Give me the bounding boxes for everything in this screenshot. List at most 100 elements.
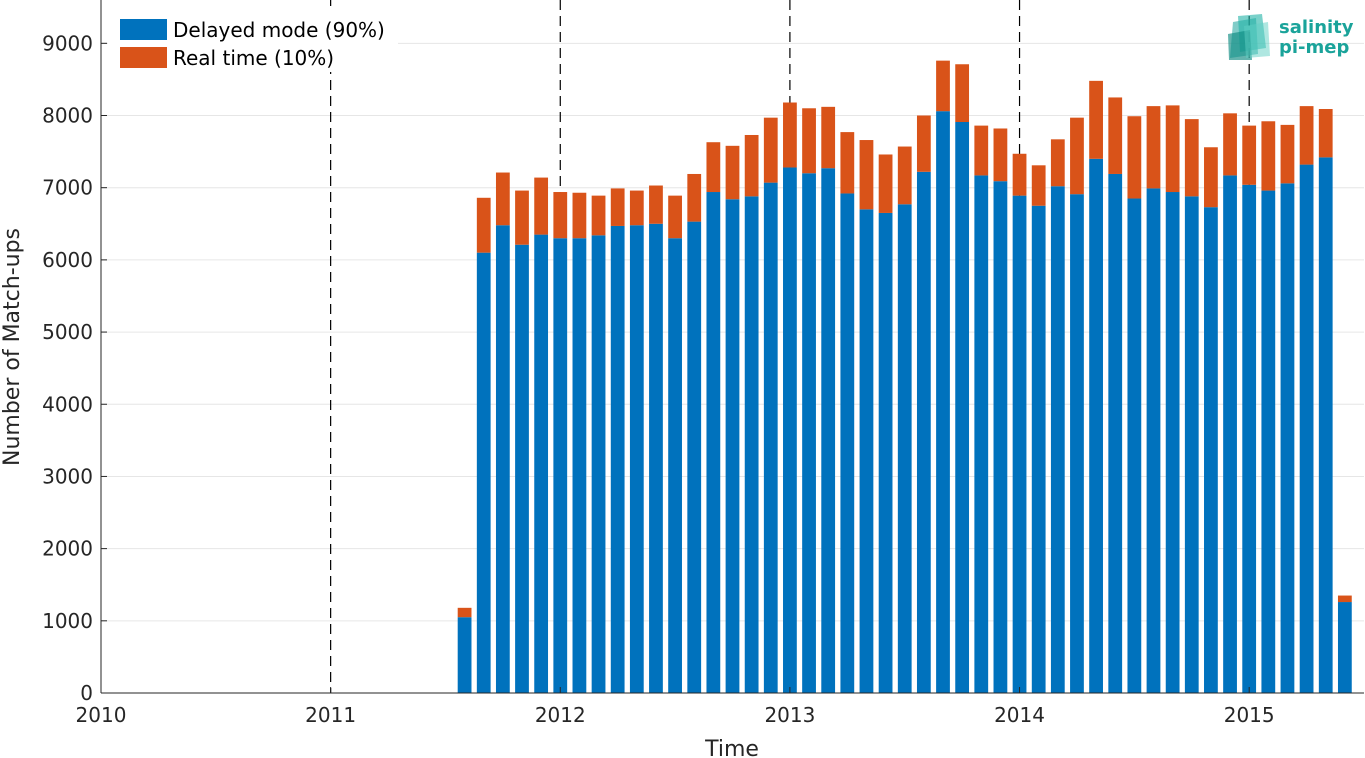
salinity-pi-mep-logo: salinity pi-mep: [1228, 14, 1354, 60]
bar-real-time: [897, 146, 912, 205]
bar-real-time: [534, 177, 549, 235]
bar-delayed-mode: [649, 223, 663, 693]
bar-real-time: [1242, 125, 1257, 185]
bar-real-time: [668, 195, 682, 239]
bar-real-time: [1204, 147, 1218, 208]
y-tick-label: 9000: [42, 31, 93, 55]
x-tick-label: 2012: [535, 703, 586, 727]
bar-real-time: [821, 106, 836, 169]
bar-real-time: [515, 190, 529, 245]
y-axis-title: Number of Match-ups: [0, 228, 25, 466]
bar-real-time: [1127, 116, 1142, 199]
bar-delayed-mode: [591, 235, 606, 693]
bar-delayed-mode: [495, 225, 510, 693]
bar-delayed-mode: [802, 173, 816, 693]
y-tick-label: 8000: [42, 104, 93, 128]
legend-label-delayed: Delayed mode (90%): [173, 18, 385, 42]
bar-real-time: [840, 132, 855, 194]
bar-real-time: [1280, 124, 1295, 184]
bar-real-time: [591, 195, 606, 236]
bar-delayed-mode: [1127, 198, 1142, 693]
bar-real-time: [1050, 139, 1065, 187]
bar-real-time: [553, 192, 568, 239]
x-axis-title: Time: [704, 737, 759, 758]
y-ticks: 0 1000 2000 3000 4000 5000 6000 7000 8000 9000: [42, 31, 107, 705]
bar-delayed-mode: [744, 196, 759, 693]
bar-delayed-mode: [1280, 183, 1295, 694]
bar-real-time: [1223, 113, 1237, 176]
bar-delayed-mode: [1242, 184, 1257, 694]
bar-delayed-mode: [610, 225, 625, 693]
bar-delayed-mode: [955, 122, 970, 693]
bar-real-time: [1184, 119, 1199, 197]
bar-real-time: [1012, 153, 1027, 196]
bar-real-time: [802, 108, 816, 174]
bar-delayed-mode: [1261, 190, 1276, 693]
bar-real-time: [859, 140, 874, 210]
y-tick-label: 1000: [42, 609, 93, 633]
bar-delayed-mode: [706, 192, 721, 693]
bar-delayed-mode: [1050, 186, 1065, 694]
bar-delayed-mode: [668, 238, 682, 693]
bar-delayed-mode: [878, 212, 893, 693]
bar-real-time: [993, 128, 1008, 182]
bar-delayed-mode: [725, 199, 740, 694]
y-tick-label: 2000: [42, 537, 93, 561]
x-tick-label: 2011: [305, 703, 356, 727]
bar-delayed-mode: [553, 238, 568, 693]
x-tick-label: 2013: [764, 703, 815, 727]
bar-delayed-mode: [974, 175, 989, 694]
bar-real-time: [783, 102, 797, 168]
legend-swatch-delayed: [120, 19, 167, 40]
bar-real-time: [1108, 97, 1123, 174]
bars: [457, 60, 1352, 694]
bar-delayed-mode: [821, 168, 836, 693]
x-ticks: 2010 2011 2012 2013 2014 2015: [76, 687, 1275, 727]
bar-real-time: [1165, 105, 1180, 193]
legend-swatch-realtime: [120, 47, 167, 68]
legend: Delayed mode (90%) Real time (10%): [108, 6, 398, 72]
bar-delayed-mode: [1337, 602, 1352, 693]
x-tick-label: 2014: [994, 703, 1045, 727]
bar-delayed-mode: [1012, 195, 1027, 693]
bar-delayed-mode: [687, 221, 702, 693]
bar-real-time: [610, 188, 625, 226]
bar-real-time: [706, 142, 721, 193]
bar-real-time: [1031, 165, 1046, 206]
bar-delayed-mode: [1204, 207, 1218, 693]
logo-line2: pi-mep: [1279, 37, 1349, 58]
bar-delayed-mode: [1223, 175, 1237, 694]
bar-real-time: [1089, 80, 1103, 159]
bar-delayed-mode: [840, 193, 855, 693]
bar-delayed-mode: [629, 225, 644, 693]
bar-real-time: [1146, 106, 1161, 189]
bar-delayed-mode: [1031, 205, 1046, 694]
bar-real-time: [878, 154, 893, 213]
y-tick-label: 4000: [42, 392, 93, 416]
bar-real-time: [955, 64, 970, 122]
bar-real-time: [763, 117, 778, 183]
bar-real-time: [1070, 117, 1084, 195]
bar-delayed-mode: [1318, 157, 1333, 693]
bar-delayed-mode: [936, 111, 950, 694]
bar-real-time: [1299, 106, 1314, 165]
bar-real-time: [457, 607, 472, 618]
y-tick-label: 3000: [42, 464, 93, 488]
bar-real-time: [916, 115, 931, 172]
logo-line1: salinity: [1279, 17, 1354, 38]
y-tick-label: 0: [80, 681, 93, 705]
bar-delayed-mode: [993, 181, 1008, 693]
bar-real-time: [936, 60, 950, 112]
bar-delayed-mode: [859, 209, 874, 693]
bar-delayed-mode: [1299, 164, 1314, 694]
bar-delayed-mode: [515, 244, 529, 693]
bar-real-time: [974, 125, 989, 176]
bar-real-time: [629, 190, 644, 226]
bar-real-time: [725, 145, 740, 200]
bar-delayed-mode: [763, 182, 778, 693]
bar-delayed-mode: [783, 167, 797, 694]
x-tick-label: 2015: [1224, 703, 1275, 727]
bar-real-time: [572, 192, 587, 239]
bar-real-time: [744, 134, 759, 197]
